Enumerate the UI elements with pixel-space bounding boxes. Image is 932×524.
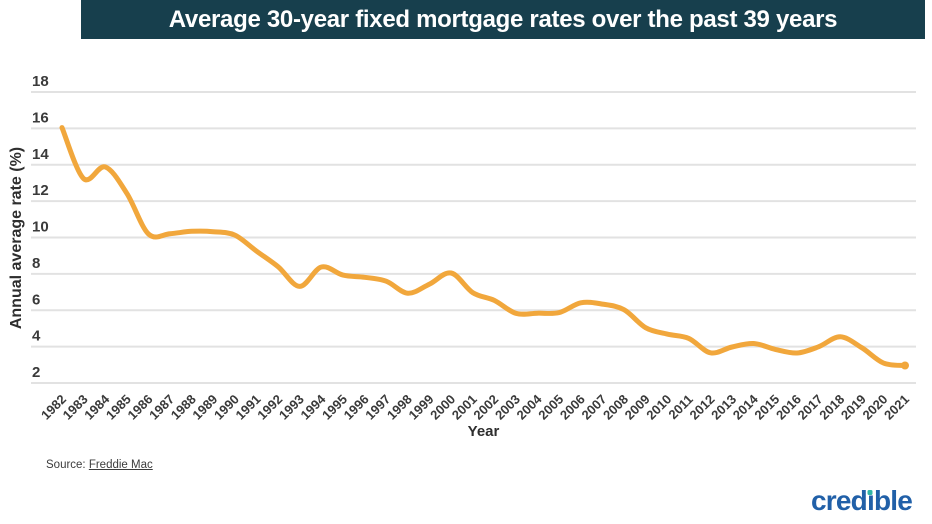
source-label: Source: <box>46 459 89 471</box>
source-link[interactable]: Freddie Mac <box>88 459 153 471</box>
y-tick-label: 2 <box>32 364 40 381</box>
x-axis-title: Year <box>467 423 500 440</box>
y-tick-label: 4 <box>32 328 41 345</box>
credible-logo: credı ble <box>811 485 913 516</box>
y-tick-label: 16 <box>32 109 49 126</box>
chart-title: Average 30-year fixed mortgage rates ove… <box>168 5 838 33</box>
y-tick-label: 6 <box>32 291 40 308</box>
x-tick-label: 2021 <box>881 392 912 423</box>
line-end-marker <box>901 361 909 370</box>
logo-i-dot-icon <box>867 490 873 495</box>
logo-text-left: cred <box>811 485 868 516</box>
y-tick-label: 10 <box>32 219 49 236</box>
logo-letter-i: ı <box>866 485 875 516</box>
logo-text-right: ble <box>873 485 913 516</box>
y-tick-label: 12 <box>32 182 49 199</box>
y-axis-title: Annual average rate (%) <box>8 146 25 329</box>
rate-line <box>59 125 908 368</box>
source-note: Source: Freddie Mac <box>46 459 153 471</box>
y-tick-label: 18 <box>32 73 49 90</box>
y-axis-title-wrap: Annual average rate (%) <box>6 92 28 383</box>
y-tick-label: 14 <box>32 146 49 163</box>
chart-title-banner: Average 30-year fixed mortgage rates ove… <box>81 0 925 39</box>
logo-i-glyph: ı <box>866 485 875 516</box>
y-tick-label: 8 <box>32 255 40 272</box>
